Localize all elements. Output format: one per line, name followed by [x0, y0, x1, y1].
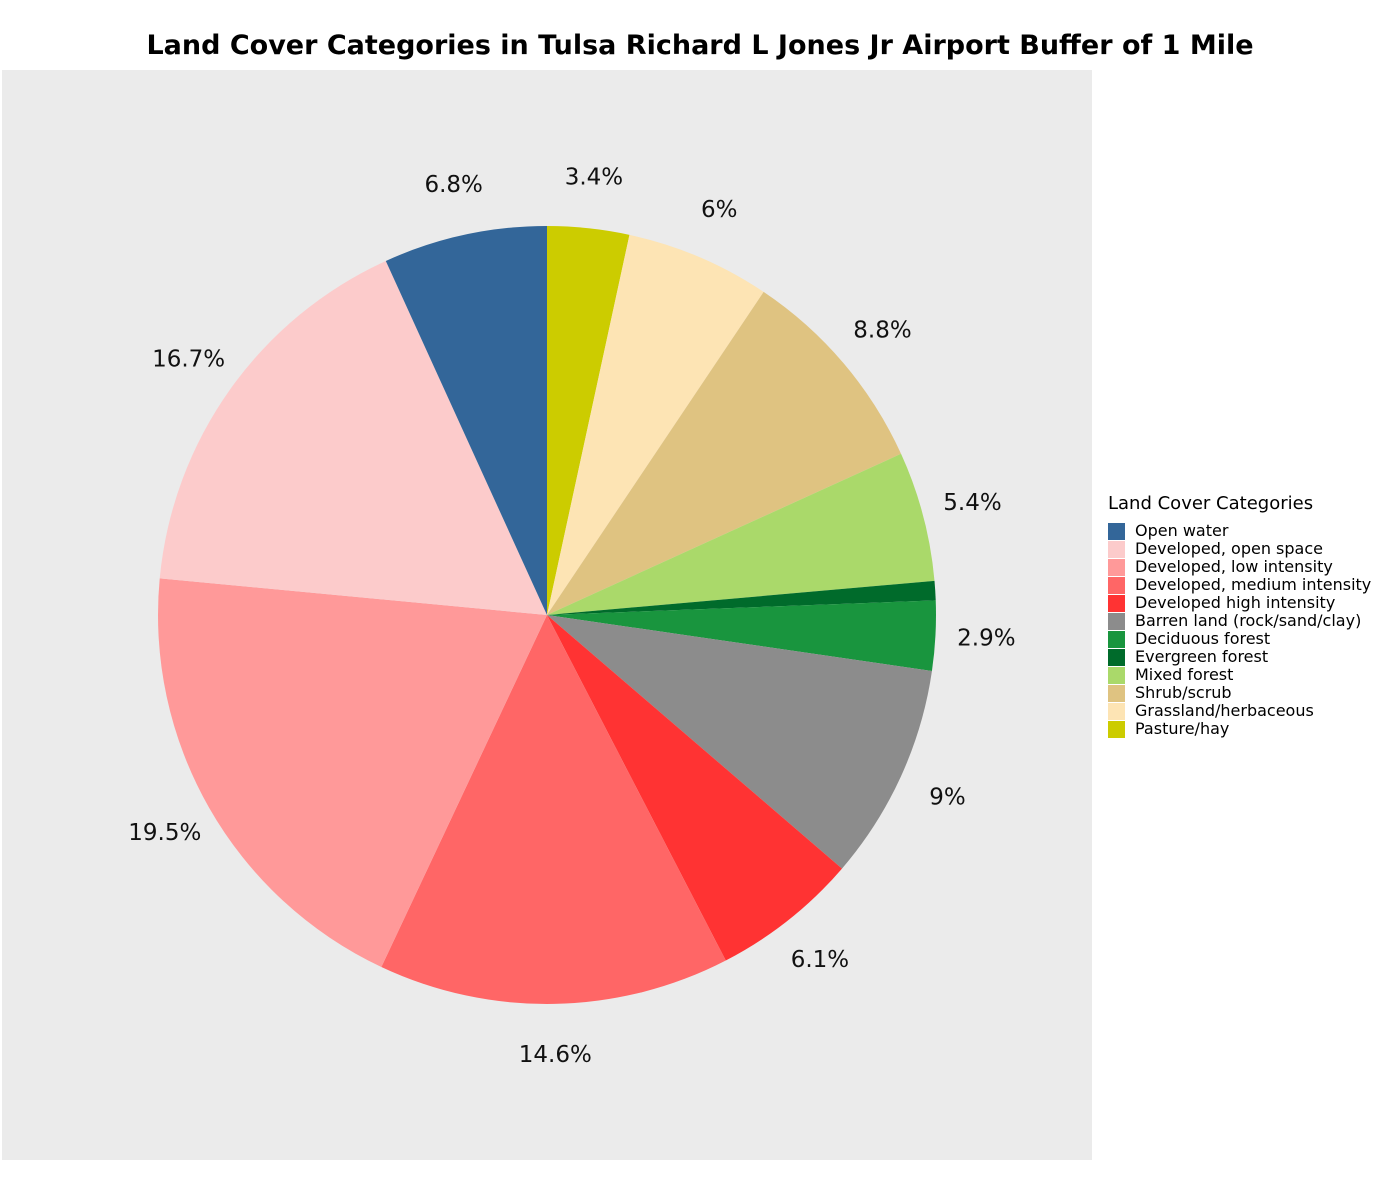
legend-swatch: [1108, 576, 1125, 594]
legend-swatch: [1108, 720, 1125, 738]
legend-label: Developed, open space: [1135, 539, 1323, 558]
pie-slice-deciduous-forest: [547, 600, 937, 672]
legend-label: Deciduous forest: [1135, 629, 1271, 648]
slice-label-shrub-scrub: 8.8%: [853, 317, 911, 343]
legend-label: Grassland/herbaceous: [1135, 701, 1314, 720]
slice-label-developed-open-space: 16.7%: [152, 347, 225, 373]
legend-label: Mixed forest: [1135, 665, 1234, 684]
pie-slice-pasture-hay: [547, 226, 630, 615]
pie-slice-evergreen-forest: [547, 580, 936, 615]
pie-slice-developed-high-intensity: [547, 615, 843, 961]
legend-label: Developed, medium intensity: [1135, 575, 1372, 594]
legend-swatch: [1108, 684, 1125, 702]
legend-label: Pasture/hay: [1135, 719, 1230, 738]
slice-label-mixed-forest: 5.4%: [943, 490, 1001, 516]
legend-swatch: [1108, 648, 1125, 666]
legend-swatch: [1108, 666, 1125, 684]
chart-title: Land Cover Categories in Tulsa Richard L…: [146, 30, 1254, 61]
pie-slice-developed-low-intensity: [157, 578, 548, 967]
legend-item-evergreen-forest: Evergreen forest: [1108, 648, 1371, 666]
pie-slice-shrub-scrub: [547, 291, 902, 615]
plot-panel: 3.4% 6% 8.8% 5.4% 2.9% 9% 6.1% 14.6% 19.5% 16.7% 6…: [2, 70, 1092, 1160]
slice-label-pasture-hay: 3.4%: [565, 165, 623, 191]
slice-label-grassland-herbaceous: 6%: [701, 197, 738, 223]
legend-item-developed-high-intensity: Developed high intensity: [1108, 594, 1371, 612]
pie-slice-barren-land-rock-sand-clay: [547, 615, 932, 869]
legend-item-mixed-forest: Mixed forest: [1108, 666, 1371, 684]
legend-items: Open water Developed, open space Developed…: [1108, 522, 1371, 738]
legend-item-shrub-scrub: Shrub/scrub: [1108, 684, 1371, 702]
pie-slice-mixed-forest: [547, 453, 935, 615]
legend-item-pasture-hay: Pasture/hay: [1108, 720, 1371, 738]
legend-item-barren-land-rock-sand-clay: Barren land (rock/sand/clay): [1108, 612, 1371, 630]
legend-label: Barren land (rock/sand/clay): [1135, 611, 1362, 630]
legend-swatch: [1108, 702, 1125, 720]
legend-swatch: [1108, 540, 1125, 558]
legend-label: Open water: [1135, 521, 1229, 540]
legend-label: Shrub/scrub: [1135, 683, 1232, 702]
legend-swatch: [1108, 558, 1125, 576]
legend-item-developed-open-space: Developed, open space: [1108, 540, 1371, 558]
slice-label-deciduous-forest: 2.9%: [957, 625, 1015, 651]
legend-label: Developed high intensity: [1135, 593, 1336, 612]
legend-swatch: [1108, 522, 1125, 540]
slice-label-barren-land-rock-sand-clay: 9%: [929, 784, 966, 810]
pie-chart: 3.4% 6% 8.8% 5.4% 2.9% 9% 6.1% 14.6% 19.5% 16.7% 6…: [128, 165, 1015, 1068]
legend: Land Cover Categories Open water Develope…: [1108, 493, 1371, 738]
pie-slice-open-water: [385, 226, 547, 615]
legend-label: Developed, low intensity: [1135, 557, 1333, 576]
pie-slice-grassland-herbaceous: [547, 234, 764, 615]
legend-item-deciduous-forest: Deciduous forest: [1108, 630, 1371, 648]
legend-label: Evergreen forest: [1135, 647, 1269, 666]
legend-item-developed-medium-intensity: Developed, medium intensity: [1108, 576, 1371, 594]
legend-item-grassland-herbaceous: Grassland/herbaceous: [1108, 702, 1371, 720]
slice-label-developed-high-intensity: 6.1%: [791, 947, 849, 973]
slice-label-developed-medium-intensity: 14.6%: [519, 1042, 592, 1068]
legend-title: Land Cover Categories: [1108, 493, 1314, 514]
slice-label-open-water: 6.8%: [424, 172, 482, 198]
pie-slice-developed-open-space: [159, 260, 548, 615]
legend-item-developed-low-intensity: Developed, low intensity: [1108, 558, 1371, 576]
legend-item-open-water: Open water: [1108, 522, 1371, 540]
legend-swatch: [1108, 612, 1125, 630]
legend-swatch: [1108, 594, 1125, 612]
pie-slice-developed-medium-intensity: [381, 615, 726, 1005]
slice-label-developed-low-intensity: 19.5%: [128, 820, 201, 846]
legend-swatch: [1108, 630, 1125, 648]
